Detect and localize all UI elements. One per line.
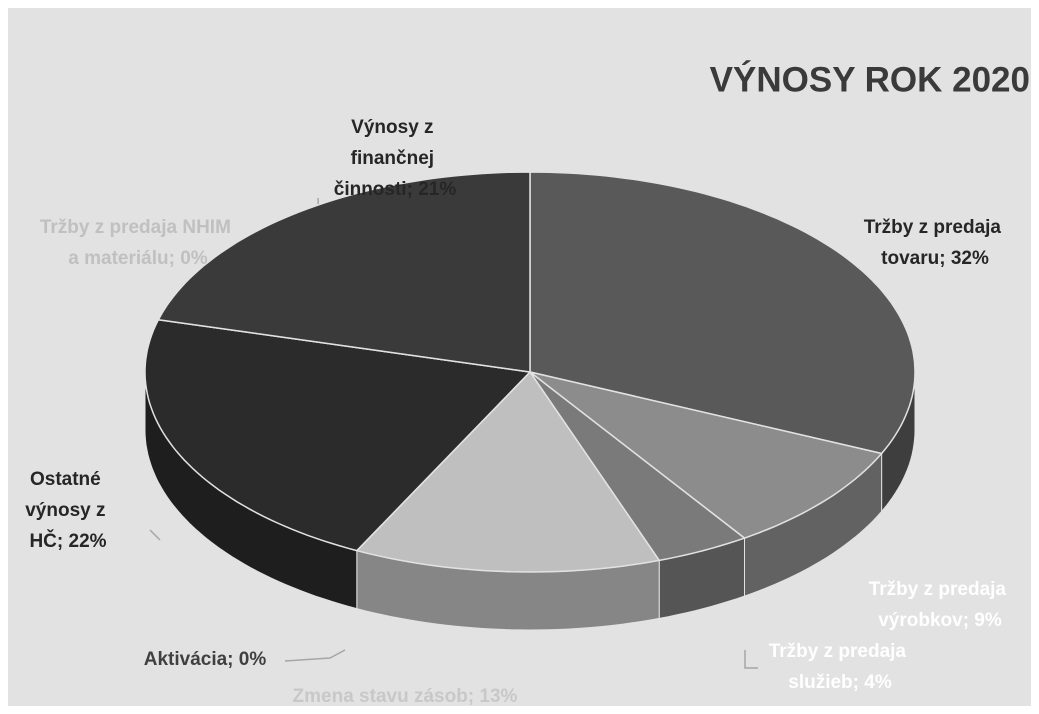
data-label-line: a materiálu; 0% [68,248,207,269]
data-label: Výnosy z finančnej činnosti; 21% [334,117,457,200]
data-label-line: Výnosy z [351,117,439,138]
data-label-line: Tržby z predaja [769,641,912,662]
leader-line [284,649,346,662]
data-label-line: Ostatné [30,469,106,490]
data-label-line: činnosti; 21% [334,179,457,200]
chart-title: VÝNOSY ROK 2020 [710,59,1030,99]
pie-slice [529,171,916,455]
pie-top [144,171,916,573]
data-label: Tržby z predaja tovaru; 32% [864,217,1007,269]
leader-line [149,529,161,541]
data-label: Tržby z predaja NHIM a materiálu; 0% [40,217,236,269]
pie-slice [157,171,531,373]
data-label: Tržby z predaja výrobkov; 9% [869,579,1012,631]
data-label: Tržby z predaja služieb; 4% [769,641,912,693]
data-label-line: HČ; 22% [29,530,106,552]
leader-line [744,650,758,669]
data-label-line: výnosy z [25,500,111,521]
data-label: Aktivácia; 0% [144,649,267,670]
data-label-line: Tržby z predaja [864,217,1007,238]
pie-slice [355,370,661,573]
data-label-line: tovaru; 32% [881,248,989,269]
data-label-line: Tržby z predaja NHIM [40,217,236,238]
pie-sides [144,371,916,631]
data-label-line: Aktivácia; 0% [144,649,267,670]
pie-slice [529,371,883,539]
pie-slice [529,371,747,562]
data-label-line: Tržby z predaja [869,579,1012,600]
data-label: Zmena stavu zásob; 13% [293,686,518,707]
data-label-line: Zmena stavu zásob; 13% [293,686,518,707]
pie-slice [144,318,532,552]
data-label-line: služieb; 4% [788,672,892,693]
data-label-line: výrobkov; 9% [878,610,1002,631]
data-label-line: finančnej [351,148,440,169]
data-label: Ostatné výnosy z HČ; 22% [25,469,111,552]
